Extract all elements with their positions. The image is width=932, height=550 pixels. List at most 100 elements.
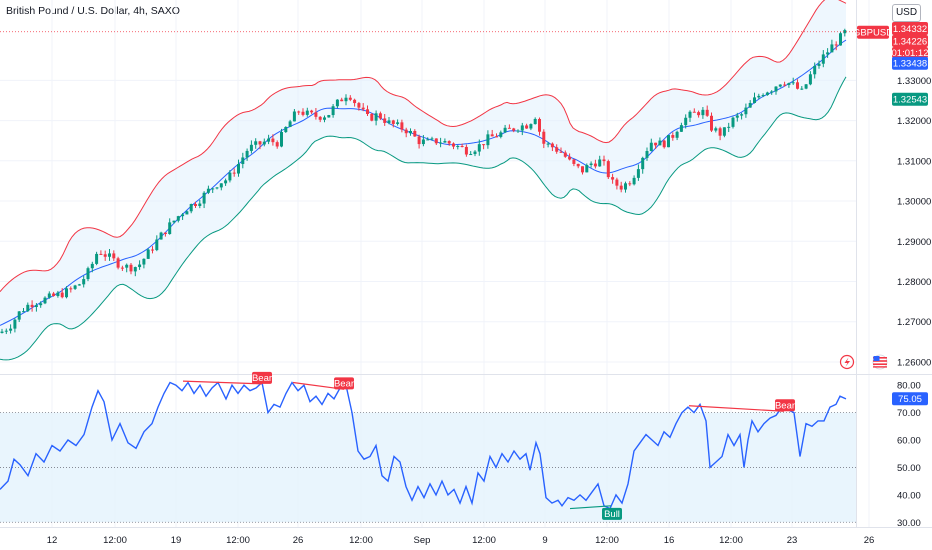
bear-divergence-2-label-bg[interactable] bbox=[334, 377, 354, 390]
candle-body bbox=[155, 239, 159, 251]
bb-basis-badge-bg[interactable] bbox=[892, 56, 928, 70]
candle-body bbox=[22, 311, 25, 313]
candle-body bbox=[834, 44, 838, 46]
candle-body bbox=[99, 253, 103, 255]
price-tick-label: 1.27000 bbox=[897, 317, 931, 328]
rsi-tick-label: 40.00 bbox=[897, 490, 921, 501]
candle-body bbox=[232, 172, 236, 174]
candle-body bbox=[538, 118, 541, 132]
candle-body bbox=[714, 128, 718, 131]
candle-body bbox=[490, 134, 494, 137]
candle-body bbox=[602, 159, 606, 162]
candle-body bbox=[843, 30, 847, 34]
bear-divergence-3-label-bg[interactable] bbox=[775, 399, 795, 412]
candle-body bbox=[112, 253, 116, 259]
candle-body bbox=[473, 151, 477, 155]
current-price-badge-bg[interactable] bbox=[892, 35, 928, 47]
candle-body bbox=[348, 97, 352, 100]
bull-divergence-line bbox=[569, 505, 612, 510]
candle-body bbox=[323, 117, 326, 120]
candle-body bbox=[636, 169, 640, 178]
time-tick-label: 23 bbox=[787, 535, 798, 546]
candle-body bbox=[404, 129, 408, 134]
candle-body bbox=[796, 82, 799, 89]
candle-body bbox=[275, 142, 279, 147]
rsi-value-badge-bg[interactable] bbox=[892, 392, 928, 406]
candle-body bbox=[512, 128, 516, 131]
bb-fill bbox=[0, 0, 846, 360]
candle-body bbox=[163, 232, 167, 235]
candle-body bbox=[43, 297, 47, 304]
candle-body bbox=[624, 183, 627, 190]
candle-body bbox=[116, 258, 120, 268]
candle-body bbox=[430, 138, 434, 140]
time-tick-label: 12:00 bbox=[103, 535, 127, 546]
candle-body bbox=[314, 112, 318, 117]
candle-body bbox=[181, 214, 185, 217]
candle-body bbox=[361, 107, 365, 110]
candle-body bbox=[568, 156, 572, 160]
candle-body bbox=[318, 116, 322, 120]
price-tick-label: 1.26000 bbox=[897, 357, 931, 368]
rsi-tick-label: 60.00 bbox=[897, 436, 921, 447]
candle-body bbox=[722, 127, 726, 136]
rsi-band bbox=[0, 412, 856, 523]
us-flag-icon[interactable] bbox=[872, 354, 888, 370]
candle-body bbox=[675, 131, 679, 138]
currency-button[interactable]: USD bbox=[892, 4, 921, 22]
candle-body bbox=[421, 139, 425, 145]
time-tick-label: 12 bbox=[47, 535, 58, 546]
candle-body bbox=[486, 134, 490, 146]
bear-divergence-3-label: Bear bbox=[775, 400, 795, 411]
candle-body bbox=[241, 157, 245, 165]
candle-body bbox=[705, 109, 709, 116]
lightning-icon[interactable] bbox=[839, 354, 855, 370]
symbol-badge-bg[interactable] bbox=[857, 25, 889, 39]
candle-body bbox=[125, 264, 129, 268]
bear-divergence-3-line bbox=[688, 405, 785, 412]
symbol-badge: GBPUSD bbox=[853, 28, 893, 39]
candle-body bbox=[413, 130, 417, 137]
candle-body bbox=[817, 63, 821, 66]
candle-body bbox=[103, 254, 107, 257]
candle-body bbox=[224, 180, 228, 184]
candle-body bbox=[151, 249, 154, 251]
candle-body bbox=[710, 115, 713, 131]
candle-body bbox=[185, 211, 189, 215]
candle-body bbox=[701, 109, 705, 116]
candle-body bbox=[0, 331, 4, 333]
candle-body bbox=[340, 99, 344, 102]
time-tick-label: 19 bbox=[171, 535, 182, 546]
candle-body bbox=[826, 52, 830, 55]
bb-lower-badge-bg[interactable] bbox=[892, 92, 928, 106]
close-price-badge-bg[interactable] bbox=[892, 22, 928, 35]
candle-body bbox=[439, 142, 443, 144]
candle-body bbox=[765, 92, 769, 96]
candle-body bbox=[310, 110, 314, 113]
candle-body bbox=[211, 188, 215, 190]
candle-body bbox=[593, 163, 597, 167]
candle-body bbox=[13, 319, 17, 329]
candle-body bbox=[396, 122, 400, 124]
candle-body bbox=[82, 279, 86, 285]
candle-body bbox=[176, 216, 180, 221]
candle-body bbox=[138, 264, 142, 268]
candle-body bbox=[791, 82, 795, 84]
bull-divergence-label-bg[interactable] bbox=[602, 507, 622, 520]
price-tick-label: 1.33000 bbox=[897, 76, 931, 87]
candle-body bbox=[90, 263, 94, 269]
current-price-badge: 1.34226 bbox=[893, 36, 927, 47]
candle-body bbox=[4, 330, 8, 332]
candle-body bbox=[95, 253, 99, 264]
countdown-badge-bg[interactable] bbox=[892, 47, 928, 58]
candle-body bbox=[202, 192, 206, 204]
candle-body bbox=[559, 151, 563, 153]
candle-body bbox=[555, 147, 559, 152]
rsi-tick-label: 50.00 bbox=[897, 463, 921, 474]
bear-divergence-1-label-bg[interactable] bbox=[252, 371, 272, 384]
candle-body bbox=[297, 111, 301, 113]
candle-body bbox=[464, 146, 468, 155]
candle-body bbox=[47, 293, 51, 298]
candle-body bbox=[774, 86, 778, 92]
